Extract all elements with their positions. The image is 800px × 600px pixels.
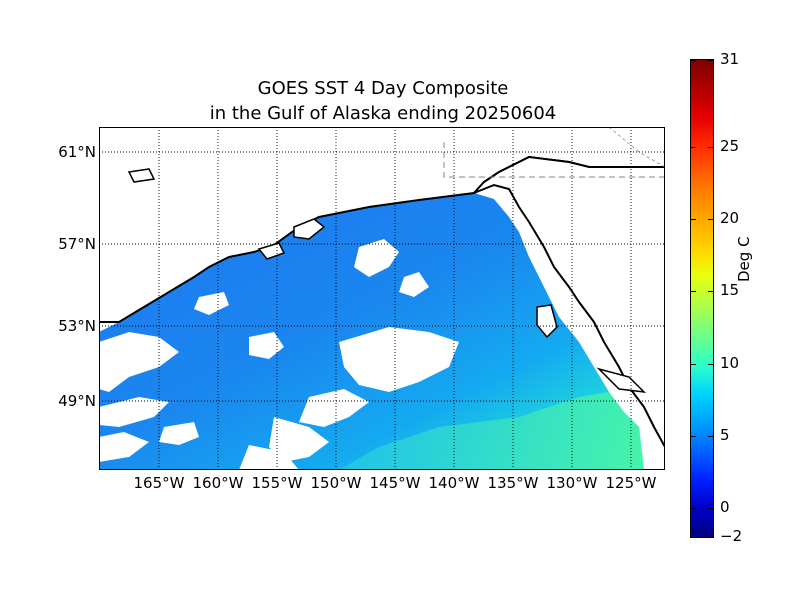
colorbar-tick-label: 5: [720, 425, 730, 444]
sst-map: [99, 127, 665, 470]
lat-label-57n: 57°N: [58, 235, 96, 253]
colorbar-tick-label: 0: [720, 498, 730, 517]
colorbar-tick-label: 15: [720, 281, 740, 300]
lon-label-155w: 155°W: [251, 474, 303, 492]
map-title-line-2: in the Gulf of Alaska ending 20250604: [209, 103, 557, 124]
colorbar-tick-label: −2: [720, 527, 743, 545]
colorbar-label: Deg C: [735, 236, 753, 282]
colorbar-tick-label: 10: [720, 353, 740, 372]
us-canada-border: [443, 142, 665, 178]
colorbar-tick-mark: [708, 435, 714, 437]
colorbar-tick-mark: [690, 219, 696, 220]
lon-label-140w: 140°W: [428, 474, 480, 492]
lat-label-49n: 49°N: [58, 392, 96, 410]
lon-label-145w: 145°W: [369, 474, 421, 492]
sst-warm-region: [339, 392, 644, 470]
colorbar-tick-mark: [690, 146, 696, 148]
land-canada-coast: [473, 155, 665, 448]
colorbar-tick-label: 31: [720, 50, 740, 68]
temperature-colorbar: [690, 59, 714, 538]
lon-label-165w: 165°W: [133, 474, 185, 492]
state-border: [608, 127, 665, 168]
colorbar-tick-mark: [708, 60, 714, 61]
colorbar-tick-label: 20: [720, 209, 740, 227]
graticule: [99, 127, 665, 470]
colorbar-tick-label: 25: [720, 136, 740, 155]
lon-label-135w: 135°W: [487, 474, 539, 492]
colorbar-tick-mark: [690, 363, 696, 365]
colorbar-tick-mark: [690, 291, 696, 293]
colorbar-tick-mark: [708, 219, 714, 220]
colorbar-tick-mark: [690, 537, 696, 538]
lon-label-150w: 150°W: [310, 474, 362, 492]
cloud-masks: [99, 239, 459, 470]
colorbar-tick-mark: [708, 146, 714, 148]
lat-label-53n: 53°N: [58, 317, 96, 335]
colorbar-tick-mark: [690, 60, 696, 61]
colorbar-tick-mark: [708, 291, 714, 293]
colorbar-tick-mark: [708, 537, 714, 538]
islands: [127, 168, 647, 394]
colorbar-tick-mark: [690, 508, 696, 510]
lat-label-61n: 61°N: [58, 143, 96, 161]
lon-label-130w: 130°W: [546, 474, 598, 492]
lon-label-125w: 125°W: [605, 474, 657, 492]
map-title-line-1: GOES SST 4 Day Composite: [257, 78, 509, 99]
colorbar-tick-mark: [708, 363, 714, 365]
colorbar-tick-mark: [708, 508, 714, 510]
lon-label-160w: 160°W: [192, 474, 244, 492]
colorbar-tick-mark: [690, 435, 696, 437]
